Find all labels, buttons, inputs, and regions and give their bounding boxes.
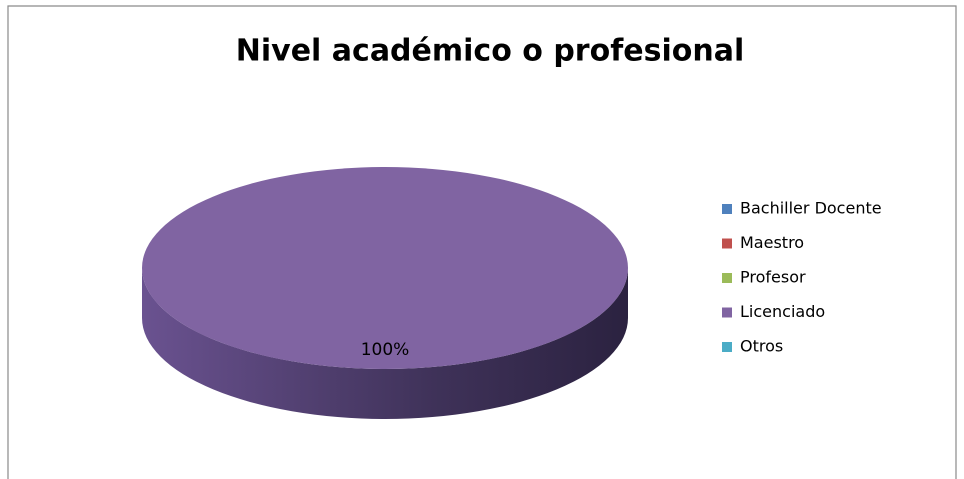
legend-swatch — [722, 204, 732, 214]
chart-title: Nivel académico o profesional — [236, 34, 744, 69]
pie-slice — [142, 167, 628, 369]
legend-swatch — [722, 273, 732, 283]
pie-side — [142, 268, 628, 419]
legend-swatch — [722, 238, 732, 249]
legend-label: Licenciado — [740, 302, 825, 321]
legend-label: Bachiller Docente — [740, 199, 882, 218]
legend-swatch — [722, 307, 732, 318]
data-label: 100% — [361, 340, 410, 360]
legend-label: Maestro — [740, 233, 804, 252]
legend-swatch — [722, 342, 732, 352]
legend-label: Profesor — [740, 268, 806, 287]
frame — [7, 5, 957, 479]
legend-label: Otros — [740, 337, 783, 356]
